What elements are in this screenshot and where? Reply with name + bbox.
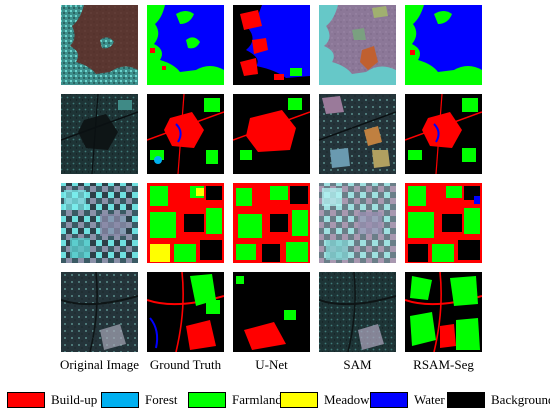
legend-label-build-up: Build-up — [51, 392, 98, 407]
legend-swatch-farmland — [188, 392, 226, 408]
legend-swatch-background — [447, 392, 485, 408]
legend-swatch-build-up — [7, 392, 45, 408]
tile-row1-ground-truth — [147, 5, 224, 85]
legend-swatch-meadow — [280, 392, 318, 408]
legend-item-background: Background — [447, 391, 550, 409]
tile-row2-rsam-seg — [405, 94, 482, 174]
tile-row3-u-net — [233, 183, 310, 263]
column-label-original-image: Original Image — [59, 357, 140, 372]
legend-item-forest: Forest — [101, 391, 178, 409]
legend-label-meadow: Meadow — [324, 392, 370, 407]
legend-item-water: Water — [370, 391, 445, 409]
legend-label-background: Background — [491, 392, 550, 407]
legend-label-farmland: Farmland — [232, 392, 282, 407]
column-label-rsam-seg: RSAM-Seg — [413, 357, 474, 372]
tile-row4-sam — [319, 272, 396, 352]
tile-row1-sam — [319, 5, 396, 85]
tile-row3-ground-truth — [147, 183, 224, 263]
legend-swatch-water — [370, 392, 408, 408]
legend-label-forest: Forest — [145, 392, 178, 407]
legend-item-build-up: Build-up — [7, 391, 97, 409]
tile-row1-original-image — [61, 5, 138, 85]
legend-label-water: Water — [414, 392, 445, 407]
tile-row4-rsam-seg — [405, 272, 482, 352]
column-label-sam: SAM — [343, 357, 372, 372]
tile-row4-ground-truth — [147, 272, 224, 352]
column-label-u-net: U-Net — [255, 357, 288, 372]
tile-row2-original-image — [61, 94, 138, 174]
legend-item-meadow: Meadow — [280, 391, 370, 409]
tile-row3-rsam-seg — [405, 183, 482, 263]
tile-row2-ground-truth — [147, 94, 224, 174]
tile-row2-sam — [319, 94, 396, 174]
tile-row2-u-net — [233, 94, 310, 174]
tile-row3-sam — [319, 183, 396, 263]
tile-row1-u-net — [233, 5, 310, 85]
legend-item-farmland: Farmland — [188, 391, 282, 409]
tile-row1-rsam-seg — [405, 5, 482, 85]
column-label-ground-truth: Ground Truth — [149, 357, 222, 372]
legend-swatch-forest — [101, 392, 139, 408]
tile-row4-original-image — [61, 272, 138, 352]
tile-row3-original-image — [61, 183, 138, 263]
tile-row4-u-net — [233, 272, 310, 352]
